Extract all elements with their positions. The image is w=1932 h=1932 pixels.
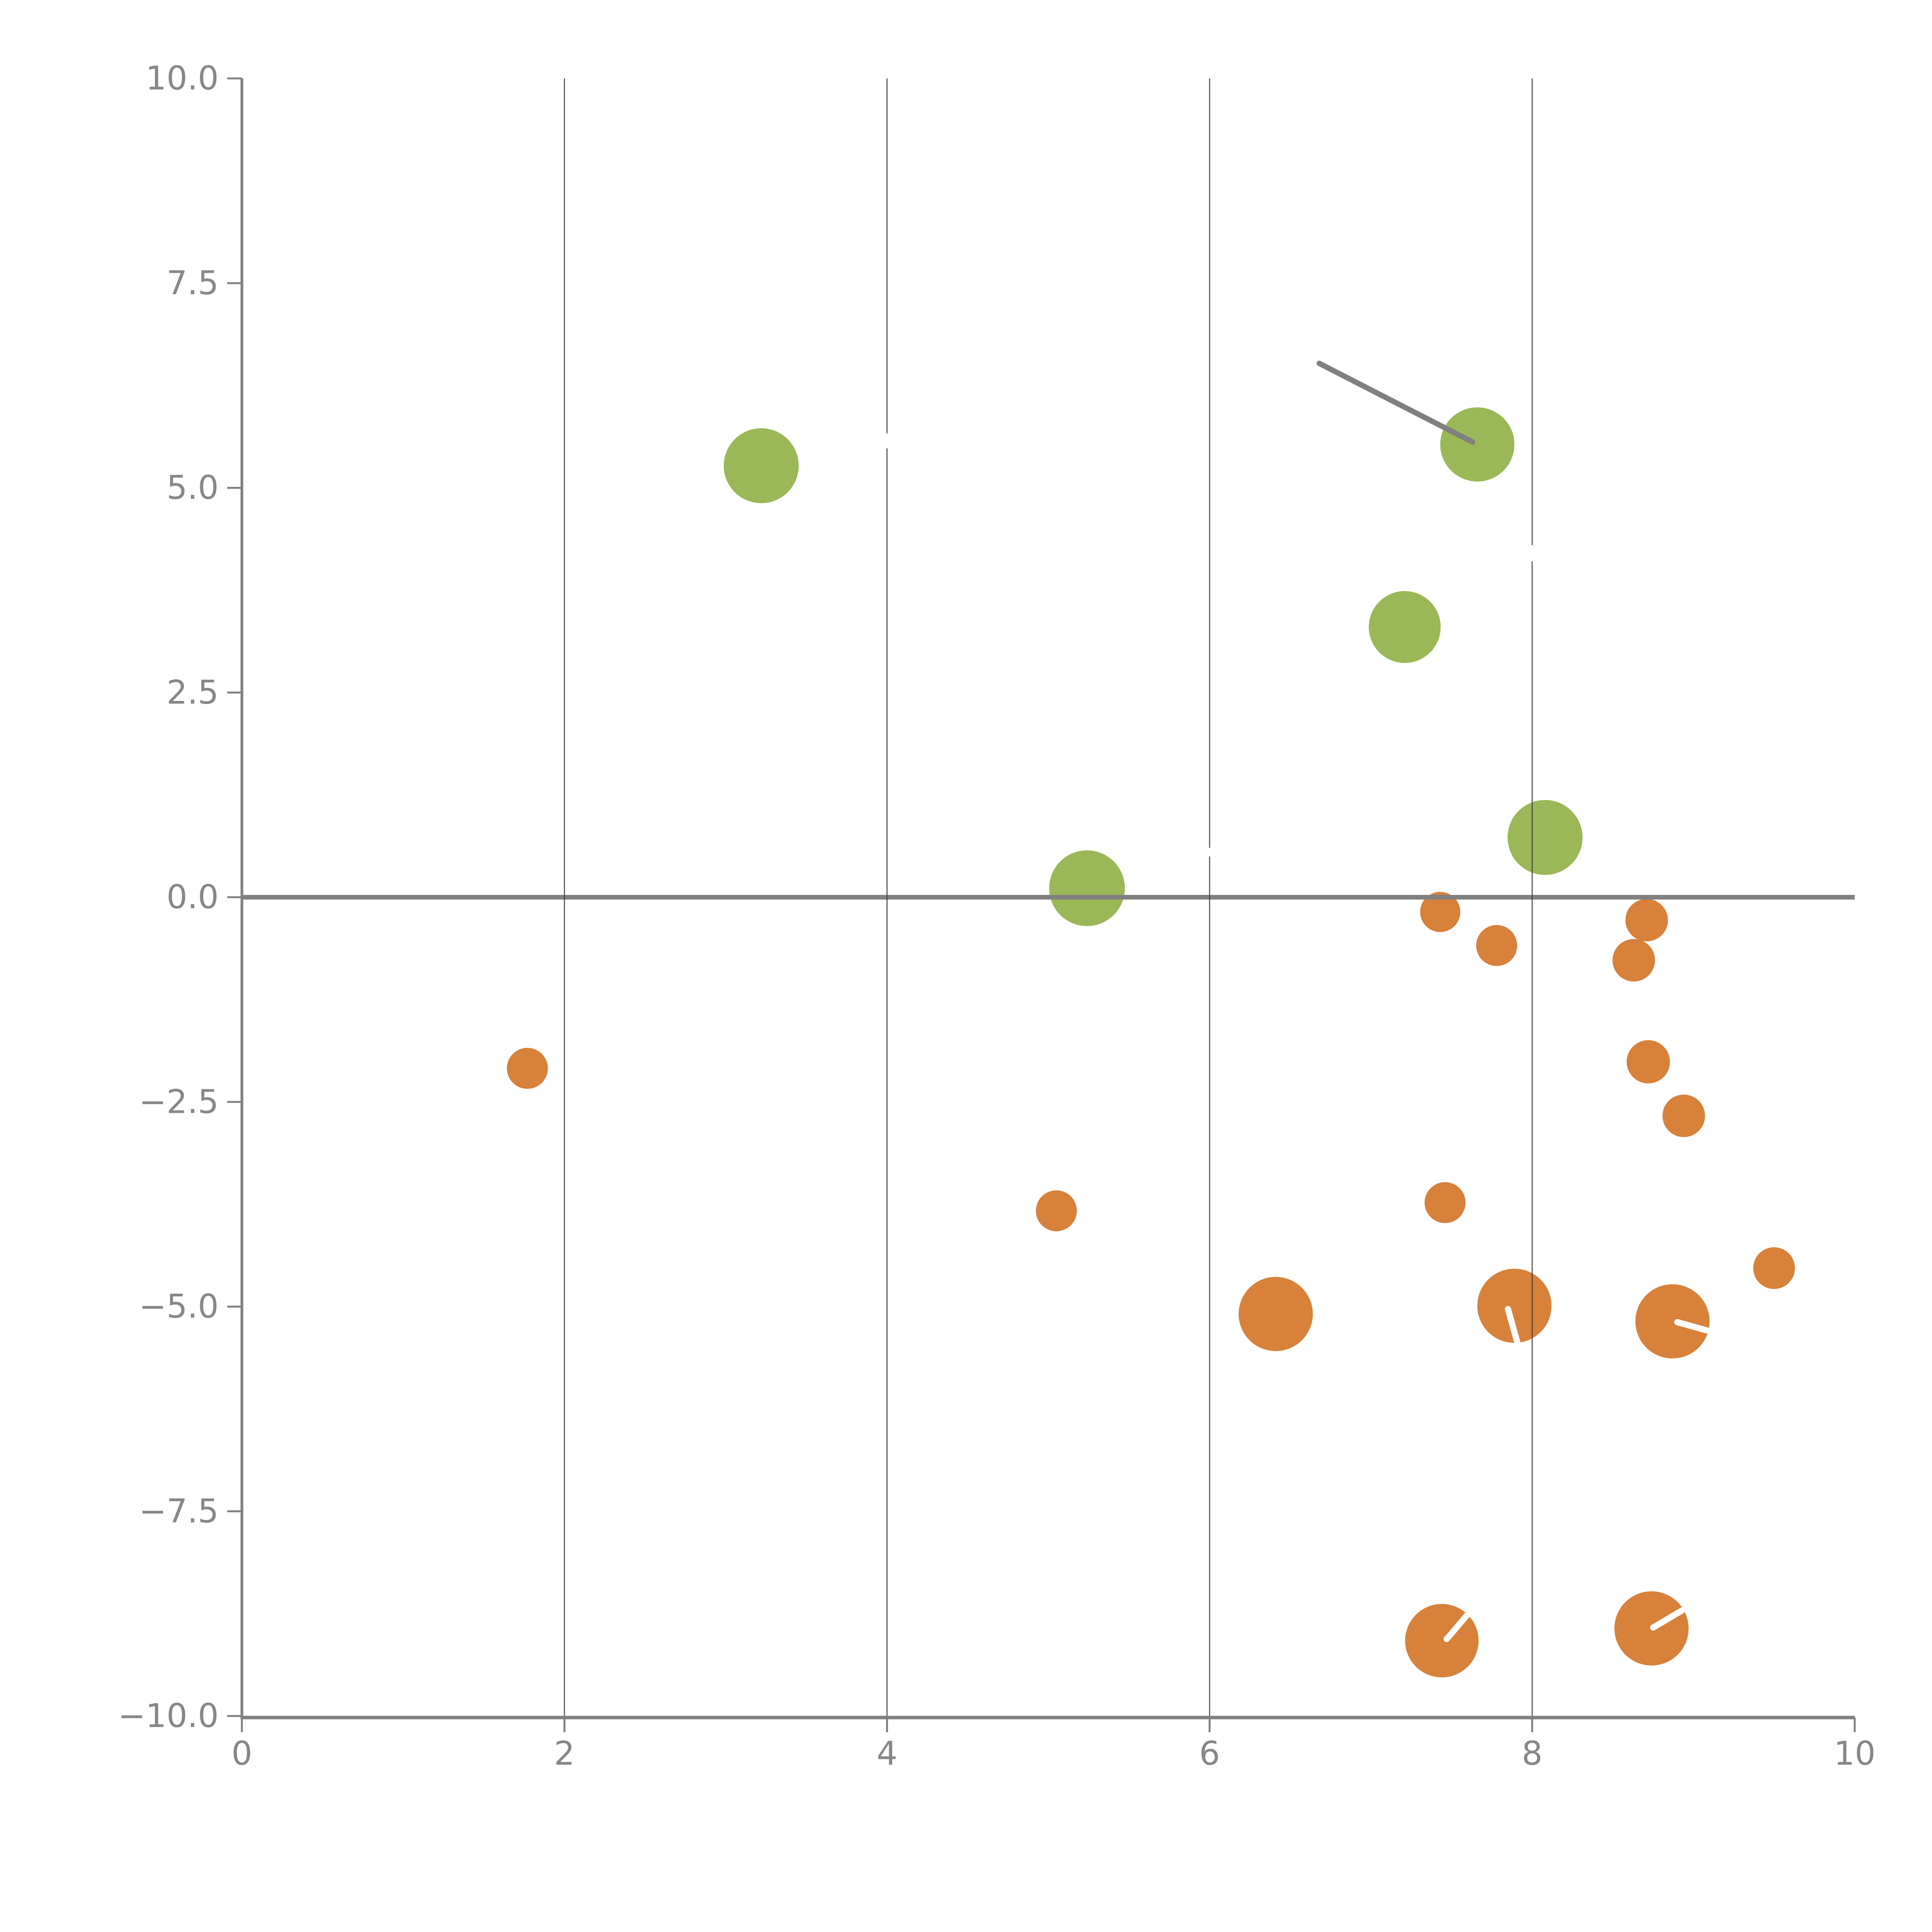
bubble-orange-6 xyxy=(1626,1040,1670,1083)
bubble-orange-2 xyxy=(1420,892,1461,932)
bubble-orange-1 xyxy=(1036,1190,1077,1231)
bubble-orange-5 xyxy=(1612,939,1655,982)
bubble-orange-12 xyxy=(1635,1284,1710,1359)
x-tick-label-4: 4 xyxy=(877,1735,898,1773)
x-tick-label-6: 6 xyxy=(1199,1735,1220,1773)
bubble-orange-8 xyxy=(1424,1182,1466,1223)
y-tick-label-7.5: 7.5 xyxy=(167,264,219,302)
bubble-green-4 xyxy=(1049,850,1125,926)
x-tick-label-8: 8 xyxy=(1522,1735,1543,1773)
white-segment-5 xyxy=(1443,1611,1471,1642)
y-tick-label-−10.0: −10.0 xyxy=(118,1697,219,1735)
white-segment-0 xyxy=(857,409,917,473)
white-segment-2 xyxy=(1189,840,1230,864)
bubble-green-0 xyxy=(724,428,799,503)
white-segment-1 xyxy=(1511,528,1553,579)
bubble-green-3 xyxy=(1507,800,1583,875)
x-tick-label-0: 0 xyxy=(231,1735,252,1773)
y-tick-label-0.0: 0.0 xyxy=(167,878,219,917)
bubble-orange-4 xyxy=(1625,899,1668,942)
bubble-orange-3 xyxy=(1476,925,1517,966)
white-segment-3 xyxy=(1505,1306,1521,1347)
bubble-orange-10 xyxy=(1238,1277,1313,1351)
bubble-orange-9 xyxy=(1753,1247,1795,1289)
annotation-line xyxy=(1316,361,1475,445)
bubble-green-1 xyxy=(1440,407,1515,482)
white-segment-4 xyxy=(1674,1319,1713,1335)
bubble-orange-0 xyxy=(507,1048,548,1089)
bubble-orange-11 xyxy=(1477,1269,1552,1343)
y-tick-label-10.0: 10.0 xyxy=(146,60,219,98)
y-tick-label-−5.0: −5.0 xyxy=(139,1287,219,1326)
x-tick-label-10: 10 xyxy=(1834,1735,1876,1773)
y-tick-label-−2.5: −2.5 xyxy=(139,1083,219,1121)
y-tick-label-5.0: 5.0 xyxy=(167,469,219,507)
bubble-green-2 xyxy=(1369,591,1441,663)
y-tick-label-−7.5: −7.5 xyxy=(139,1492,219,1531)
x-tick-label-2: 2 xyxy=(554,1735,575,1773)
white-segment-6 xyxy=(1650,1607,1685,1631)
y-tick-label-2.5: 2.5 xyxy=(167,673,219,712)
bubble-orange-7 xyxy=(1662,1094,1705,1137)
